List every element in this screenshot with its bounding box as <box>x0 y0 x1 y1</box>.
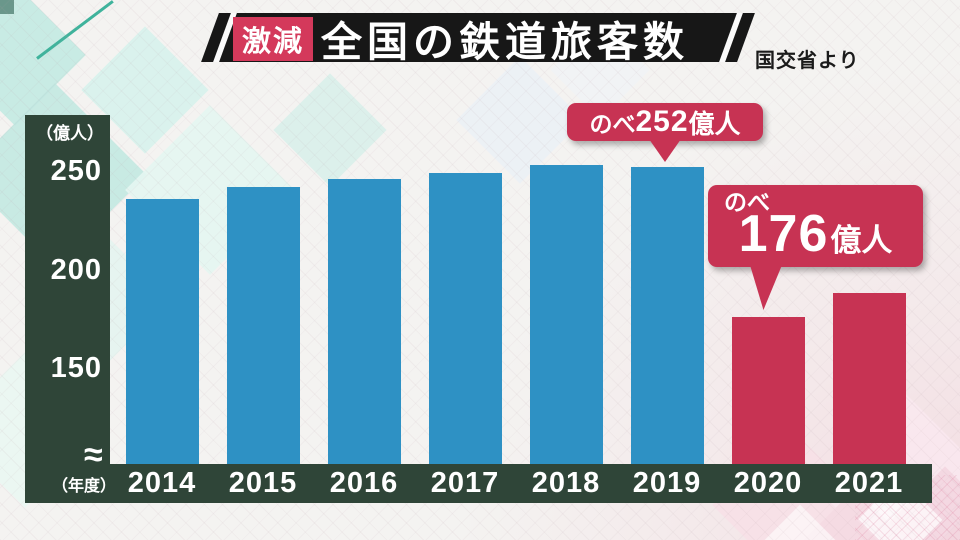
y-axis-unit-label: （億人） <box>36 124 104 143</box>
decor-diamond-mint <box>273 73 387 187</box>
x-label-2019: 2019 <box>632 467 702 499</box>
source-note: 国交省より <box>755 50 860 72</box>
bar-2019 <box>630 167 704 464</box>
decor-diamond-white <box>764 504 836 540</box>
callout-2020-value-row: 176 億人 <box>708 206 923 262</box>
callout-2019-value: 252 <box>635 105 689 138</box>
decrease-badge: 激減 <box>233 17 313 61</box>
axis-break-symbol: ≈ <box>84 436 103 474</box>
callout-2020: のべ 176 億人 <box>708 185 923 267</box>
x-label-2021: 2021 <box>834 467 904 499</box>
bar-2018 <box>529 165 603 464</box>
callout-2019: のべ 252 億人 <box>567 103 763 141</box>
callout-2020-suffix: 億人 <box>830 223 893 258</box>
x-label-2015: 2015 <box>228 467 298 499</box>
bar-2016 <box>327 178 401 464</box>
decor-diamond-mint <box>0 0 86 126</box>
callout-2020-pointer <box>750 265 782 310</box>
callout-2019-pointer <box>649 139 681 162</box>
page-title: 全国の鉄道旅客数 <box>321 18 689 65</box>
callout-2019-suffix: 億人 <box>688 108 741 139</box>
bar-2015 <box>226 186 300 464</box>
callout-2020-value: 176 <box>738 205 829 263</box>
decor-teal-line <box>36 0 114 60</box>
x-label-2017: 2017 <box>430 467 500 499</box>
x-label-2014: 2014 <box>127 467 197 499</box>
decor-square-green <box>0 0 14 14</box>
x-label-2016: 2016 <box>329 467 399 499</box>
callout-2020-prefix: のべ <box>724 189 770 215</box>
x-label-2020: 2020 <box>733 467 803 499</box>
bar-2021 <box>832 293 906 464</box>
y-tick-150: 150 <box>50 352 102 385</box>
x-label-2018: 2018 <box>531 467 601 499</box>
bar-2020 <box>731 316 805 464</box>
bar-2014 <box>125 198 199 464</box>
bar-2017 <box>428 173 502 464</box>
y-tick-250: 250 <box>50 155 102 188</box>
y-tick-200: 200 <box>50 253 102 286</box>
callout-2019-prefix: のべ <box>589 111 636 137</box>
